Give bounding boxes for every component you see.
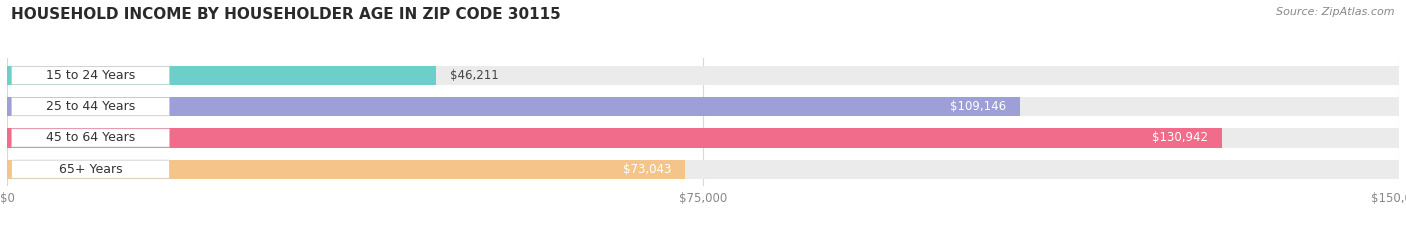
Text: $130,942: $130,942 [1152, 131, 1208, 144]
Text: $73,043: $73,043 [623, 163, 671, 176]
Text: 25 to 44 Years: 25 to 44 Years [46, 100, 135, 113]
Text: 45 to 64 Years: 45 to 64 Years [46, 131, 135, 144]
Bar [7, 66, 1399, 85]
Text: HOUSEHOLD INCOME BY HOUSEHOLDER AGE IN ZIP CODE 30115: HOUSEHOLD INCOME BY HOUSEHOLDER AGE IN Z… [11, 7, 561, 22]
Bar [7, 128, 1222, 148]
FancyBboxPatch shape [11, 129, 170, 147]
Text: Source: ZipAtlas.com: Source: ZipAtlas.com [1277, 7, 1395, 17]
Bar [7, 128, 1399, 148]
FancyBboxPatch shape [11, 98, 170, 116]
FancyBboxPatch shape [11, 160, 170, 178]
Text: $109,146: $109,146 [950, 100, 1005, 113]
Text: 65+ Years: 65+ Years [59, 163, 122, 176]
Text: $46,211: $46,211 [450, 69, 499, 82]
Bar [7, 160, 1399, 179]
Bar [7, 66, 436, 85]
FancyBboxPatch shape [11, 66, 170, 85]
Bar [7, 97, 1399, 116]
Bar [7, 97, 1019, 116]
Bar [7, 160, 685, 179]
Text: 15 to 24 Years: 15 to 24 Years [46, 69, 135, 82]
